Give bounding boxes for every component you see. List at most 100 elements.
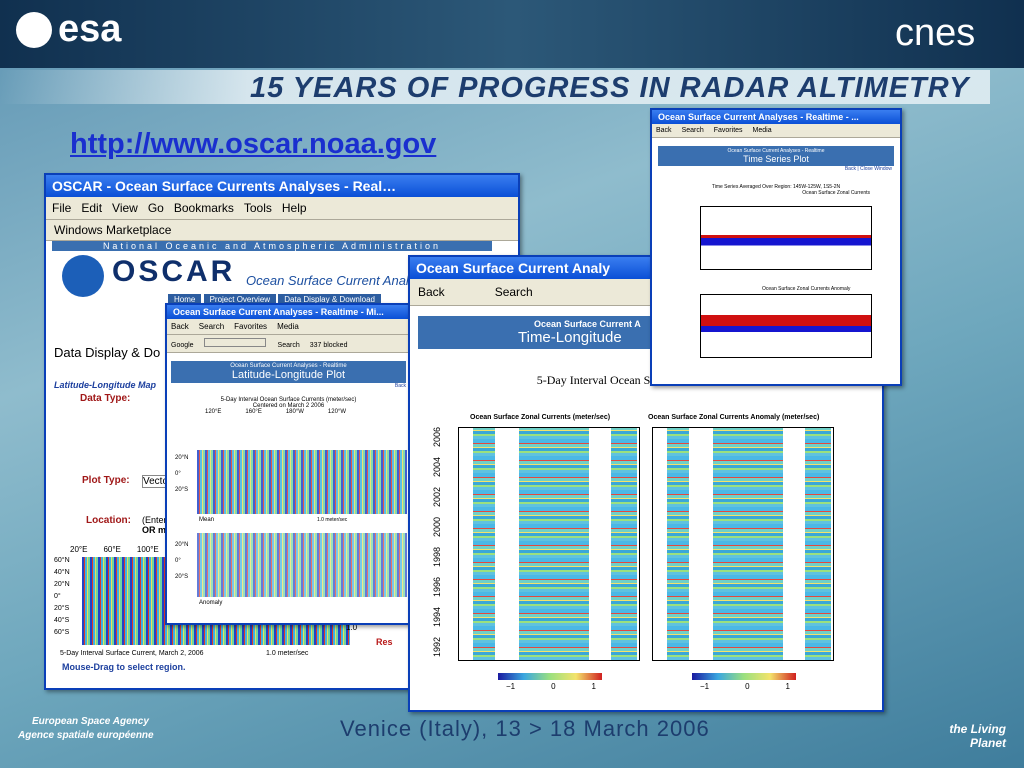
esa-logo: esa <box>58 8 122 50</box>
map-lat: 60°N 40°N 20°N 0° 20°S 40°S 60°S <box>54 555 70 639</box>
lat-label: 20°N <box>175 542 189 548</box>
scale-arrow: 1.0 meter/sec <box>266 650 308 657</box>
colorbar-label: −1 <box>700 682 710 691</box>
map-lon: 20°E 60°E 100°E <box>70 545 159 554</box>
window-title: Ocean Surface Current Analyses - Realtim… <box>173 307 384 317</box>
lat-labels: 20°N 0° 20°S <box>175 450 188 498</box>
colorbar-label: 0 <box>745 682 750 691</box>
toolbar-button[interactable]: Search <box>494 285 533 299</box>
lon-label: 160°E <box>245 409 262 415</box>
year-label: 1992 <box>432 636 442 657</box>
anomaly-map <box>197 533 407 597</box>
menu-item[interactable]: Bookmarks <box>173 201 234 215</box>
site-name: Ocean Surface Current Analyses - Realtim… <box>727 148 825 154</box>
menu-bar: File Edit View Go Bookmarks Tools Help <box>46 197 518 220</box>
esa-name-fr: Agence spatiale européenne <box>18 730 154 741</box>
lat-label: 60°N <box>54 557 70 564</box>
year-label: 2002 <box>432 487 442 508</box>
colorbar <box>692 673 796 680</box>
anomaly-label: Anomaly <box>199 600 223 606</box>
browser-window: Ocean Surface Current Analy Back Search O… <box>408 255 884 712</box>
year-label: 2004 <box>432 457 442 478</box>
toolbar: Back Search Favorites Media <box>167 319 410 335</box>
site-subtitle: Ocean Surface Current Analys <box>246 273 422 288</box>
top-band <box>0 0 1024 68</box>
lon-label: 60°E <box>103 545 121 554</box>
title-bar: OSCAR - Ocean Surface Currents Analyses … <box>46 175 518 197</box>
menu-item[interactable]: Help <box>281 201 307 215</box>
agency-banner: National Oceanic and Atmospheric Adminis… <box>52 241 492 251</box>
reset-button[interactable]: Res <box>376 637 393 647</box>
oscar-logo: OSCAR <box>112 255 236 288</box>
mean-map <box>197 450 407 514</box>
browser-window: Ocean Surface Current Analyses - Realtim… <box>650 108 902 386</box>
window-title: OSCAR - Ocean Surface Currents Analyses … <box>52 178 397 194</box>
time-series-panel <box>700 206 872 270</box>
location-hint: OR m <box>142 525 167 535</box>
banner-title: 15 YEARS OF PROGRESS IN RADAR ALTIMETRY <box>250 72 970 104</box>
mean-label: Mean <box>199 517 215 523</box>
nav-links[interactable]: Back | Close Window <box>844 166 892 172</box>
drag-hint: Mouse-Drag to select region. <box>62 662 186 672</box>
back-link[interactable]: Back <box>394 383 406 389</box>
lat-label: 20°S <box>54 605 70 612</box>
nav: Home Project Overview Data Display & Dow… <box>168 294 381 305</box>
year-label: 2006 <box>432 427 442 448</box>
nav-item[interactable]: Home <box>168 294 202 305</box>
form-label: Plot Type: <box>82 475 130 486</box>
location-hint: (Enter <box>142 515 167 525</box>
site-name: Ocean Surface Current A <box>534 319 641 329</box>
toolbar-button[interactable]: Media <box>752 127 772 134</box>
page-heading: Data Display & Do <box>54 345 161 360</box>
site-name: Ocean Surface Current Analyses - Realtim… <box>230 363 347 369</box>
noaa-logo <box>62 255 104 297</box>
heatmap-strip <box>667 428 689 660</box>
heatmap-strip <box>519 428 589 660</box>
toolbar-button[interactable]: Media <box>277 322 299 331</box>
colorbar-labels: −1 0 1 <box>700 682 790 691</box>
title-bar: Ocean Surface Current Analyses - Realtim… <box>652 110 900 124</box>
lat-label: 40°S <box>54 617 70 624</box>
living-planet: the Living Planet <box>949 722 1006 750</box>
scale-value: 1.0 <box>266 650 276 657</box>
menu-item[interactable]: File <box>52 201 72 215</box>
link[interactable]: http://www.oscar.noaa.gov <box>70 128 437 160</box>
toolbar-button[interactable]: Back <box>656 127 672 134</box>
colorbar-label: −1 <box>506 682 516 691</box>
scale-value: 1.0 <box>346 623 358 632</box>
year-label: 2000 <box>432 517 442 538</box>
toolbar-button[interactable]: Search <box>198 322 225 331</box>
year-label: 1998 <box>432 547 442 568</box>
lat-label: 20°N <box>175 455 189 461</box>
toolbar-button[interactable]: Search <box>681 127 704 134</box>
venue: Venice (Italy), 13 > 18 March 2006 <box>340 716 710 741</box>
panel-title: Ocean Surface Zonal Currents Anomaly <box>762 286 851 292</box>
bookmark[interactable]: Windows Marketplace <box>54 223 172 237</box>
year-label: 1996 <box>432 577 442 598</box>
toolbar-button[interactable]: Back <box>418 285 445 299</box>
heatmap-panel <box>458 427 640 661</box>
nav-item[interactable]: Data Display & Download <box>278 294 381 305</box>
menu-item[interactable]: View <box>112 201 138 215</box>
lon-label: 120°E <box>205 409 222 415</box>
toolbar-button[interactable]: Favorites <box>234 322 268 331</box>
page-title: Time Series Plot <box>743 154 809 164</box>
search-box[interactable] <box>203 338 266 347</box>
menu-item[interactable]: Edit <box>81 201 103 215</box>
toolbar-button[interactable]: Back <box>171 322 189 331</box>
toolbar-button[interactable]: Favorites <box>713 127 743 134</box>
lat-label: 0° <box>175 558 181 564</box>
menu-item[interactable]: Tools <box>243 201 272 215</box>
lat-label: 40°N <box>54 569 70 576</box>
lon-labels: 120°E 160°E 180°W 120°W <box>167 409 410 415</box>
cnes-logo: cnes <box>895 12 976 54</box>
lat-label: 60°S <box>54 629 70 636</box>
nav-item[interactable]: Project Overview <box>203 294 277 305</box>
browser-window: Ocean Surface Current Analyses - Realtim… <box>165 303 412 625</box>
page-title: Latitude-Longitude Plot <box>231 369 346 381</box>
colorbar <box>498 673 602 680</box>
menu-item[interactable]: Go <box>147 201 164 215</box>
lat-label: 20°S <box>175 487 189 493</box>
search-button[interactable]: Search <box>277 342 300 349</box>
